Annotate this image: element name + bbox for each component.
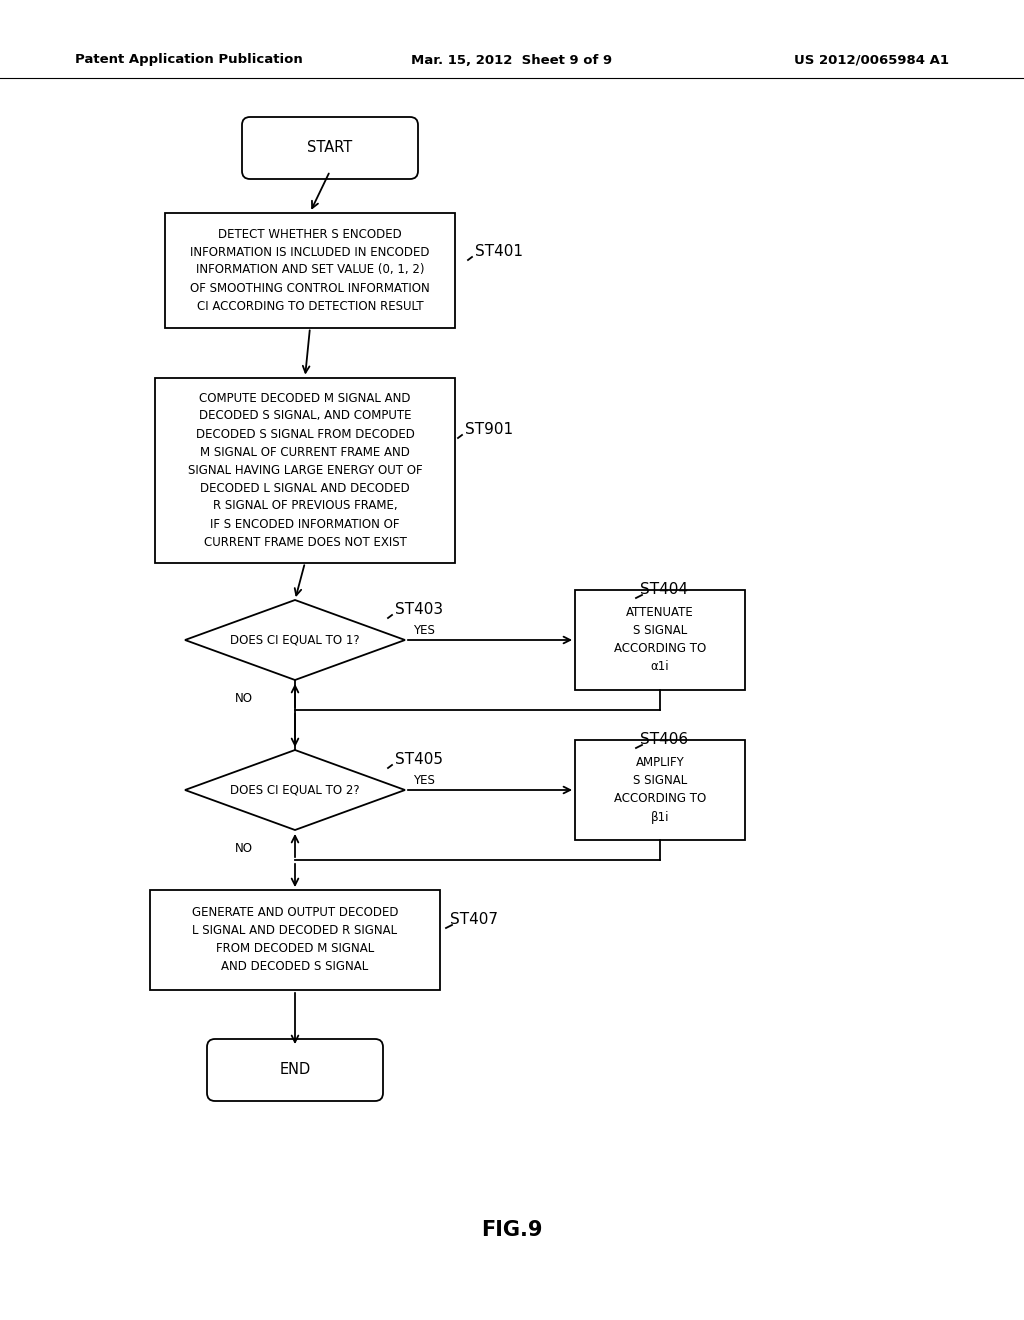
Text: DOES CI EQUAL TO 2?: DOES CI EQUAL TO 2? xyxy=(230,784,359,796)
Text: YES: YES xyxy=(413,623,435,636)
Text: FIG.9: FIG.9 xyxy=(481,1220,543,1239)
Text: ST406: ST406 xyxy=(640,733,688,747)
Text: NO: NO xyxy=(234,842,253,855)
Text: YES: YES xyxy=(413,774,435,787)
Bar xyxy=(575,590,745,690)
Text: DETECT WHETHER S ENCODED
INFORMATION IS INCLUDED IN ENCODED
INFORMATION AND SET : DETECT WHETHER S ENCODED INFORMATION IS … xyxy=(190,227,430,313)
Text: NO: NO xyxy=(234,692,253,705)
Polygon shape xyxy=(185,601,406,680)
Bar xyxy=(150,890,440,990)
Text: ST407: ST407 xyxy=(450,912,498,928)
Text: END: END xyxy=(280,1063,310,1077)
Text: Patent Application Publication: Patent Application Publication xyxy=(75,54,303,66)
Text: GENERATE AND OUTPUT DECODED
L SIGNAL AND DECODED R SIGNAL
FROM DECODED M SIGNAL
: GENERATE AND OUTPUT DECODED L SIGNAL AND… xyxy=(191,907,398,974)
Text: US 2012/0065984 A1: US 2012/0065984 A1 xyxy=(794,54,949,66)
Text: ST405: ST405 xyxy=(395,752,443,767)
Text: Mar. 15, 2012  Sheet 9 of 9: Mar. 15, 2012 Sheet 9 of 9 xyxy=(412,54,612,66)
Bar xyxy=(165,213,455,327)
Text: DOES CI EQUAL TO 1?: DOES CI EQUAL TO 1? xyxy=(230,634,359,647)
Bar xyxy=(575,741,745,840)
Text: ATTENUATE
S SIGNAL
ACCORDING TO
α1i: ATTENUATE S SIGNAL ACCORDING TO α1i xyxy=(613,606,707,673)
Text: ST901: ST901 xyxy=(465,422,513,437)
Text: START: START xyxy=(307,140,352,156)
FancyBboxPatch shape xyxy=(207,1039,383,1101)
Bar xyxy=(155,378,455,562)
Text: ST401: ST401 xyxy=(475,244,523,260)
Text: COMPUTE DECODED M SIGNAL AND
DECODED S SIGNAL, AND COMPUTE
DECODED S SIGNAL FROM: COMPUTE DECODED M SIGNAL AND DECODED S S… xyxy=(187,392,422,549)
FancyBboxPatch shape xyxy=(242,117,418,180)
Text: ST403: ST403 xyxy=(395,602,443,618)
Text: ST404: ST404 xyxy=(640,582,688,598)
Polygon shape xyxy=(185,750,406,830)
Text: AMPLIFY
S SIGNAL
ACCORDING TO
β1i: AMPLIFY S SIGNAL ACCORDING TO β1i xyxy=(613,756,707,824)
